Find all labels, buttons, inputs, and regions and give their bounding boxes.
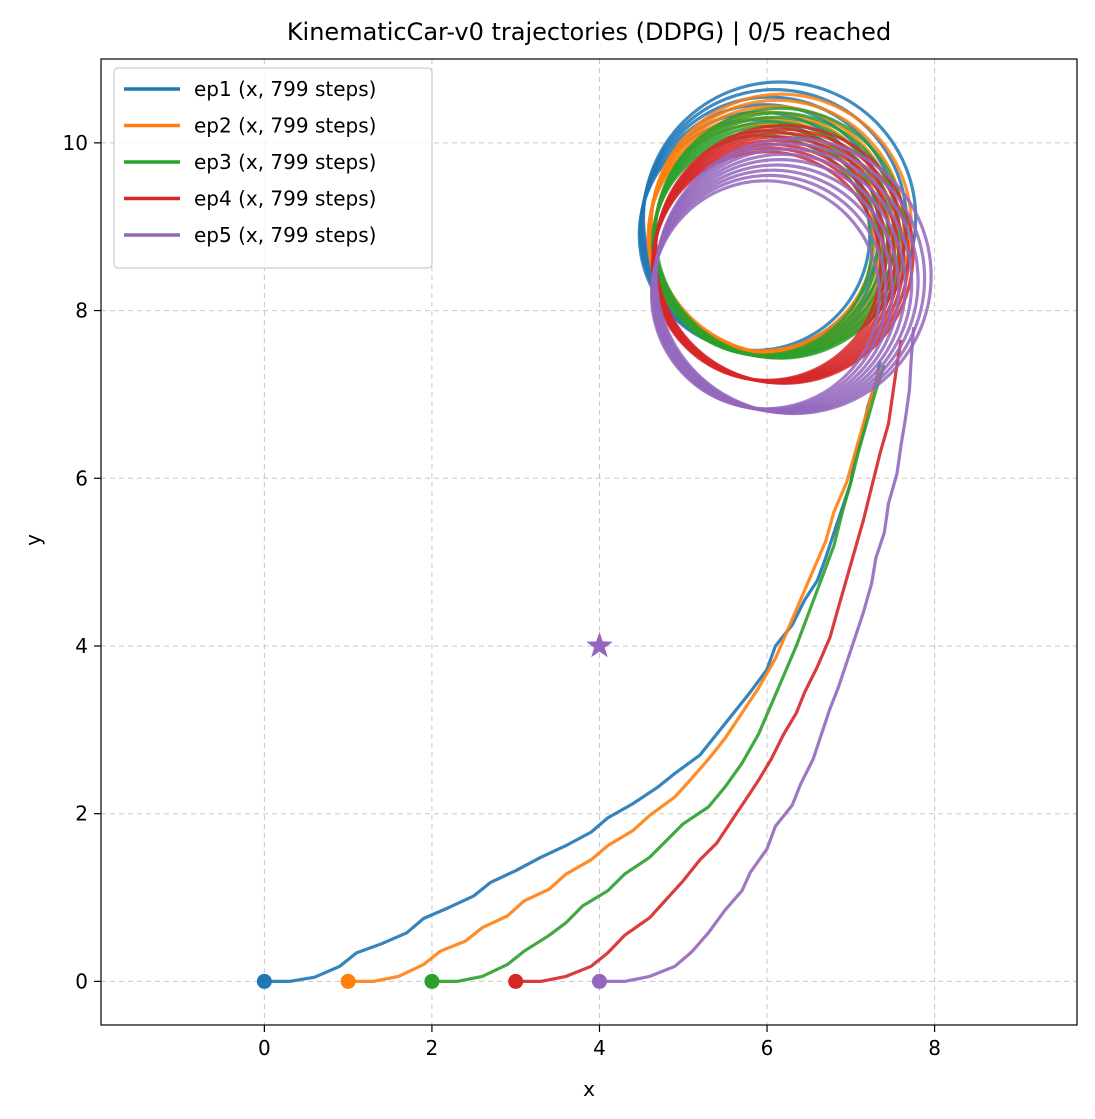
legend-entry-ep1: ep1 (x, 799 steps) <box>194 77 376 101</box>
axis-ticks: 0 2 4 6 8 0 2 4 6 8 10 <box>63 131 941 1060</box>
legend-box <box>113 67 433 269</box>
start-marker-ep1 <box>256 973 272 989</box>
orbit-ring-ep5 <box>654 136 933 416</box>
x-axis-label: x <box>583 1077 595 1101</box>
goal-star-marker <box>586 632 613 658</box>
trajectory-line-ep4 <box>515 339 903 984</box>
start-marker-ep3 <box>424 973 440 989</box>
y-tick-label: 2 <box>75 802 88 826</box>
trajectory-line-ep3 <box>431 364 886 984</box>
legend-entry-ep3: ep3 (x, 799 steps) <box>194 150 376 174</box>
series-layer <box>256 80 933 989</box>
y-tick-label: 10 <box>63 131 88 155</box>
plot-frame <box>100 58 1078 1026</box>
legend-entry-ep5: ep5 (x, 799 steps) <box>194 223 376 247</box>
start-marker-ep5 <box>591 973 607 989</box>
y-axis-label: y <box>21 534 45 546</box>
x-tick-label: 4 <box>593 1036 606 1060</box>
start-marker-ep2 <box>340 973 356 989</box>
orbit-ring-ep4 <box>653 123 915 385</box>
legend-entry-ep2: ep2 (x, 799 steps) <box>194 114 376 138</box>
trajectory-line-ep2 <box>348 368 882 984</box>
series-ep5 <box>591 136 933 989</box>
y-tick-label: 4 <box>75 634 88 658</box>
y-tick-label: 0 <box>75 969 88 993</box>
x-tick-label: 8 <box>928 1036 941 1060</box>
legend: ep1 (x, 799 steps) ep2 (x, 799 steps) ep3 … <box>113 67 433 269</box>
chart-title: KinematicCar-v0 trajectories (DDPG) | 0/… <box>287 18 891 46</box>
trajectory-line-ep5 <box>599 327 916 984</box>
plot-area <box>256 80 933 989</box>
legend-entry-ep4: ep4 (x, 799 steps) <box>194 187 376 211</box>
x-tick-label: 2 <box>426 1036 439 1060</box>
y-tick-label: 6 <box>75 466 88 490</box>
x-tick-label: 0 <box>258 1036 271 1060</box>
y-tick-label: 8 <box>75 299 88 323</box>
start-marker-ep4 <box>508 973 524 989</box>
x-tick-label: 6 <box>761 1036 774 1060</box>
